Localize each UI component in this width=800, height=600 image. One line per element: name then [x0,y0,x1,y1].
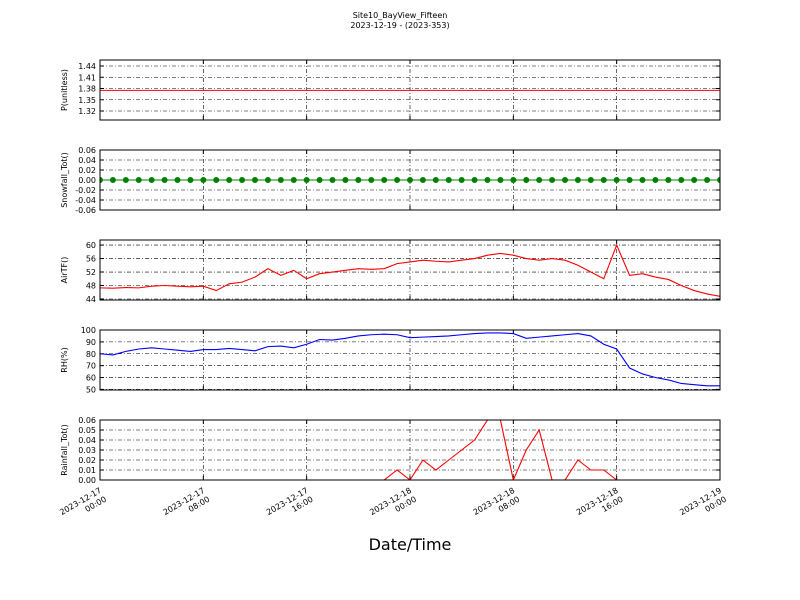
y-tick-label: 0.04 [78,436,96,445]
y-axis-label: P(unitless) [60,69,69,111]
y-tick-label: 44 [86,295,96,304]
y-axis-label: Rainfall_Tot() [60,424,69,476]
data-point [445,177,452,183]
y-tick-label: 0.03 [78,446,96,455]
data-point [626,177,633,183]
data-point [536,177,543,183]
data-point [497,177,504,183]
series [100,332,720,387]
data-point [381,177,388,183]
figure-subtitle: 2023-12-19 - (2023-353) [350,21,449,30]
y-tick-label: 1.38 [78,85,96,94]
data-point [717,177,720,183]
data-point [587,177,594,183]
data-point [135,177,142,183]
data-point [471,177,478,183]
data-point [458,177,465,183]
axes-frame [99,239,721,301]
data-point [109,177,116,183]
data-point [122,177,129,183]
data-point [277,177,284,183]
data-point [368,177,375,183]
y-tick-label: 50 [86,385,96,394]
data-point [613,177,620,183]
axes-frame [99,419,721,481]
data-line [100,243,720,297]
data-point [187,177,194,183]
y-axis-label: Snowfall_Tot() [60,152,69,208]
data-point [523,177,530,183]
data-point [200,177,207,183]
y-tick-label: -0.02 [75,186,96,195]
series [100,243,720,297]
data-point [213,177,220,183]
data-point [290,177,297,183]
data-point [355,177,362,183]
y-tick-label: 60 [86,241,96,250]
axes-frame [99,59,721,121]
data-point [510,177,517,183]
axes-frame [99,329,721,391]
y-tick-label: 52 [86,268,96,277]
data-point [562,177,568,183]
y-tick-label: 1.35 [78,96,96,105]
y-tick-label: 1.32 [78,107,96,116]
data-line [100,332,720,387]
data-point [148,177,155,183]
data-point [652,177,659,183]
y-tick-label: 100 [81,326,96,335]
y-tick-label: -0.04 [75,196,96,205]
y-tick-label: 48 [86,282,96,291]
y-tick-label: 1.41 [78,73,96,82]
data-point [329,177,336,183]
series [100,177,720,183]
data-point [100,177,103,183]
y-tick-label: 90 [86,338,96,347]
data-point [484,177,491,183]
y-tick-label: 60 [86,374,96,383]
data-point [303,177,310,183]
data-point [665,177,672,183]
data-point [419,177,426,183]
y-tick-label: 0.00 [78,176,96,185]
data-point [342,177,349,183]
data-point [174,177,181,183]
y-axis-label: AirTF() [60,257,69,284]
y-tick-label: 0.06 [78,146,96,155]
data-point [316,177,323,183]
axes-frame [99,149,721,211]
y-tick-label: 0.04 [78,156,96,165]
data-point [678,177,685,183]
y-tick-label: 0.05 [78,426,96,435]
data-point [264,177,271,183]
y-tick-label: 80 [86,350,96,359]
y-tick-label: 70 [86,362,96,371]
data-point [407,177,413,183]
y-tick-label: -0.06 [75,206,96,215]
data-point [161,177,168,183]
data-point [432,177,439,183]
data-point [226,177,233,183]
data-point [600,177,607,183]
y-tick-label: 56 [86,255,96,264]
y-tick-label: 1.44 [78,62,96,71]
data-point [252,177,258,183]
y-tick-label: 0.00 [78,476,96,485]
figure-title: Site10_BayView_Fifteen [353,11,448,20]
data-point [691,177,698,183]
y-tick-label: 0.01 [78,466,96,475]
y-tick-label: 0.02 [78,166,96,175]
x-axis-label: Date/Time [369,535,452,554]
y-axis-label: RH(%) [60,347,69,372]
data-point [639,177,646,183]
y-tick-label: 0.02 [78,456,96,465]
data-point [704,177,711,183]
data-point [574,177,581,183]
data-point [239,177,246,183]
data-point [549,177,556,183]
data-point [394,177,401,183]
y-tick-label: 0.06 [78,416,96,425]
